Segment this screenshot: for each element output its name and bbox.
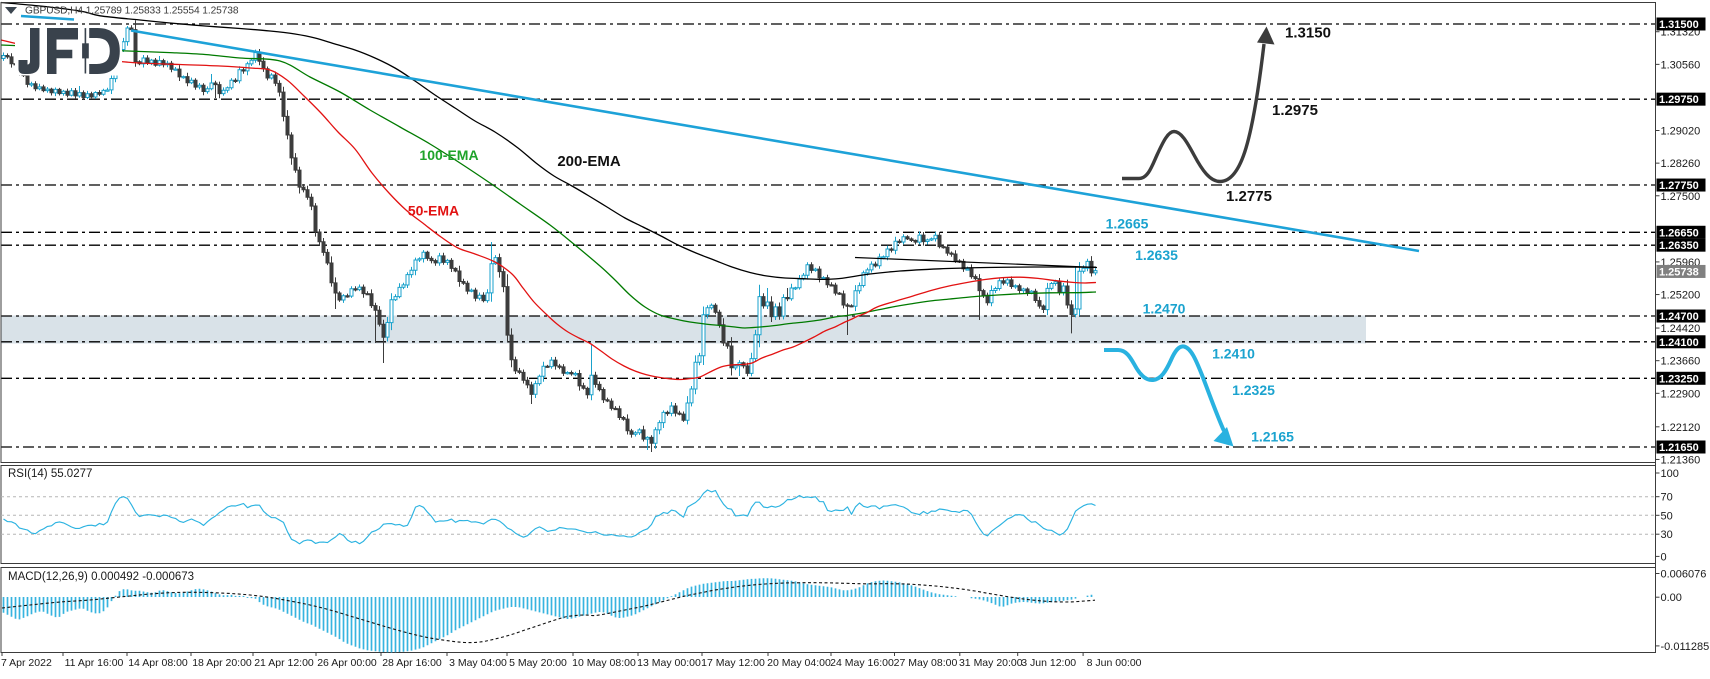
svg-text:1.29020: 1.29020 — [1661, 126, 1701, 138]
svg-text:1.22120: 1.22120 — [1661, 422, 1701, 434]
svg-text:MACD(12,26,9) 0.000492 -0.0006: MACD(12,26,9) 0.000492 -0.000673 — [8, 571, 194, 583]
svg-text:8 Jun 00:00: 8 Jun 00:00 — [1087, 657, 1142, 669]
svg-text:1.2410: 1.2410 — [1212, 346, 1255, 362]
svg-text:18 Apr 20:00: 18 Apr 20:00 — [192, 657, 252, 669]
svg-text:1.22900: 1.22900 — [1661, 388, 1701, 400]
svg-text:1.23250: 1.23250 — [1659, 373, 1699, 385]
svg-text:-0.011285: -0.011285 — [1661, 641, 1710, 653]
svg-text:10 May 08:00: 10 May 08:00 — [572, 657, 636, 669]
svg-text:30: 30 — [1661, 529, 1673, 541]
svg-text:3 May 04:00: 3 May 04:00 — [449, 657, 507, 669]
svg-text:27 May 08:00: 27 May 08:00 — [894, 657, 958, 669]
svg-text:0: 0 — [1661, 551, 1667, 563]
svg-text:13 May 00:00: 13 May 00:00 — [637, 657, 701, 669]
svg-text:0.006076: 0.006076 — [1661, 569, 1707, 581]
svg-text:1.21650: 1.21650 — [1659, 442, 1699, 454]
svg-text:11 Apr 16:00: 11 Apr 16:00 — [65, 657, 124, 669]
svg-text:24 May 16:00: 24 May 16:00 — [830, 657, 894, 669]
svg-text:26 Apr 00:00: 26 Apr 00:00 — [317, 657, 377, 669]
svg-text:1.25200: 1.25200 — [1661, 290, 1701, 302]
svg-text:1.24420: 1.24420 — [1661, 323, 1701, 335]
svg-text:31 May 20:00: 31 May 20:00 — [959, 657, 1023, 669]
svg-text:1.21360: 1.21360 — [1661, 454, 1701, 466]
svg-text:1.2635: 1.2635 — [1135, 247, 1178, 263]
svg-text:17 May 12:00: 17 May 12:00 — [701, 657, 765, 669]
svg-text:1.2470: 1.2470 — [1143, 301, 1186, 317]
svg-text:1.29750: 1.29750 — [1659, 94, 1699, 106]
svg-text:100: 100 — [1661, 468, 1679, 480]
svg-text:100-EMA: 100-EMA — [419, 147, 478, 163]
svg-text:1.24100: 1.24100 — [1659, 337, 1699, 349]
svg-text:3 Jun 12:00: 3 Jun 12:00 — [1021, 657, 1076, 669]
svg-text:21 Apr 12:00: 21 Apr 12:00 — [254, 657, 314, 669]
svg-text:5 May 20:00: 5 May 20:00 — [509, 657, 567, 669]
svg-text:1.23660: 1.23660 — [1661, 356, 1701, 368]
svg-text:50-EMA: 50-EMA — [408, 203, 459, 219]
svg-text:1.24700: 1.24700 — [1659, 311, 1699, 323]
svg-text:1.2975: 1.2975 — [1272, 102, 1318, 119]
svg-text:20 May 04:00: 20 May 04:00 — [767, 657, 831, 669]
svg-text:1.2775: 1.2775 — [1226, 188, 1272, 205]
svg-text:1.2165: 1.2165 — [1251, 429, 1294, 445]
svg-text:200-EMA: 200-EMA — [557, 153, 621, 170]
svg-text:50: 50 — [1661, 510, 1673, 522]
svg-text:1.26650: 1.26650 — [1659, 227, 1699, 239]
svg-text:1.28260: 1.28260 — [1661, 158, 1701, 170]
svg-text:1.30560: 1.30560 — [1661, 59, 1701, 71]
svg-text:1.3150: 1.3150 — [1285, 25, 1331, 42]
svg-text:1.27500: 1.27500 — [1661, 191, 1701, 203]
svg-text:14 Apr 08:00: 14 Apr 08:00 — [128, 657, 188, 669]
svg-text:RSI(14) 55.0277: RSI(14) 55.0277 — [8, 468, 92, 480]
svg-text:1.27750: 1.27750 — [1659, 180, 1699, 192]
svg-text:1.26350: 1.26350 — [1659, 240, 1699, 252]
svg-text:1.31500: 1.31500 — [1659, 19, 1699, 31]
svg-text:GBPUSD,H4 1.25789 1.25833 1.25: GBPUSD,H4 1.25789 1.25833 1.25554 1.2573… — [25, 6, 239, 17]
svg-text:70: 70 — [1661, 492, 1673, 504]
svg-text:1.2325: 1.2325 — [1232, 382, 1275, 398]
svg-text:7 Apr 2022: 7 Apr 2022 — [1, 657, 52, 669]
svg-text:0.00: 0.00 — [1661, 592, 1682, 604]
svg-text:28 Apr 16:00: 28 Apr 16:00 — [382, 657, 442, 669]
svg-text:1.25738: 1.25738 — [1659, 266, 1699, 278]
svg-text:1.2665: 1.2665 — [1106, 216, 1149, 232]
